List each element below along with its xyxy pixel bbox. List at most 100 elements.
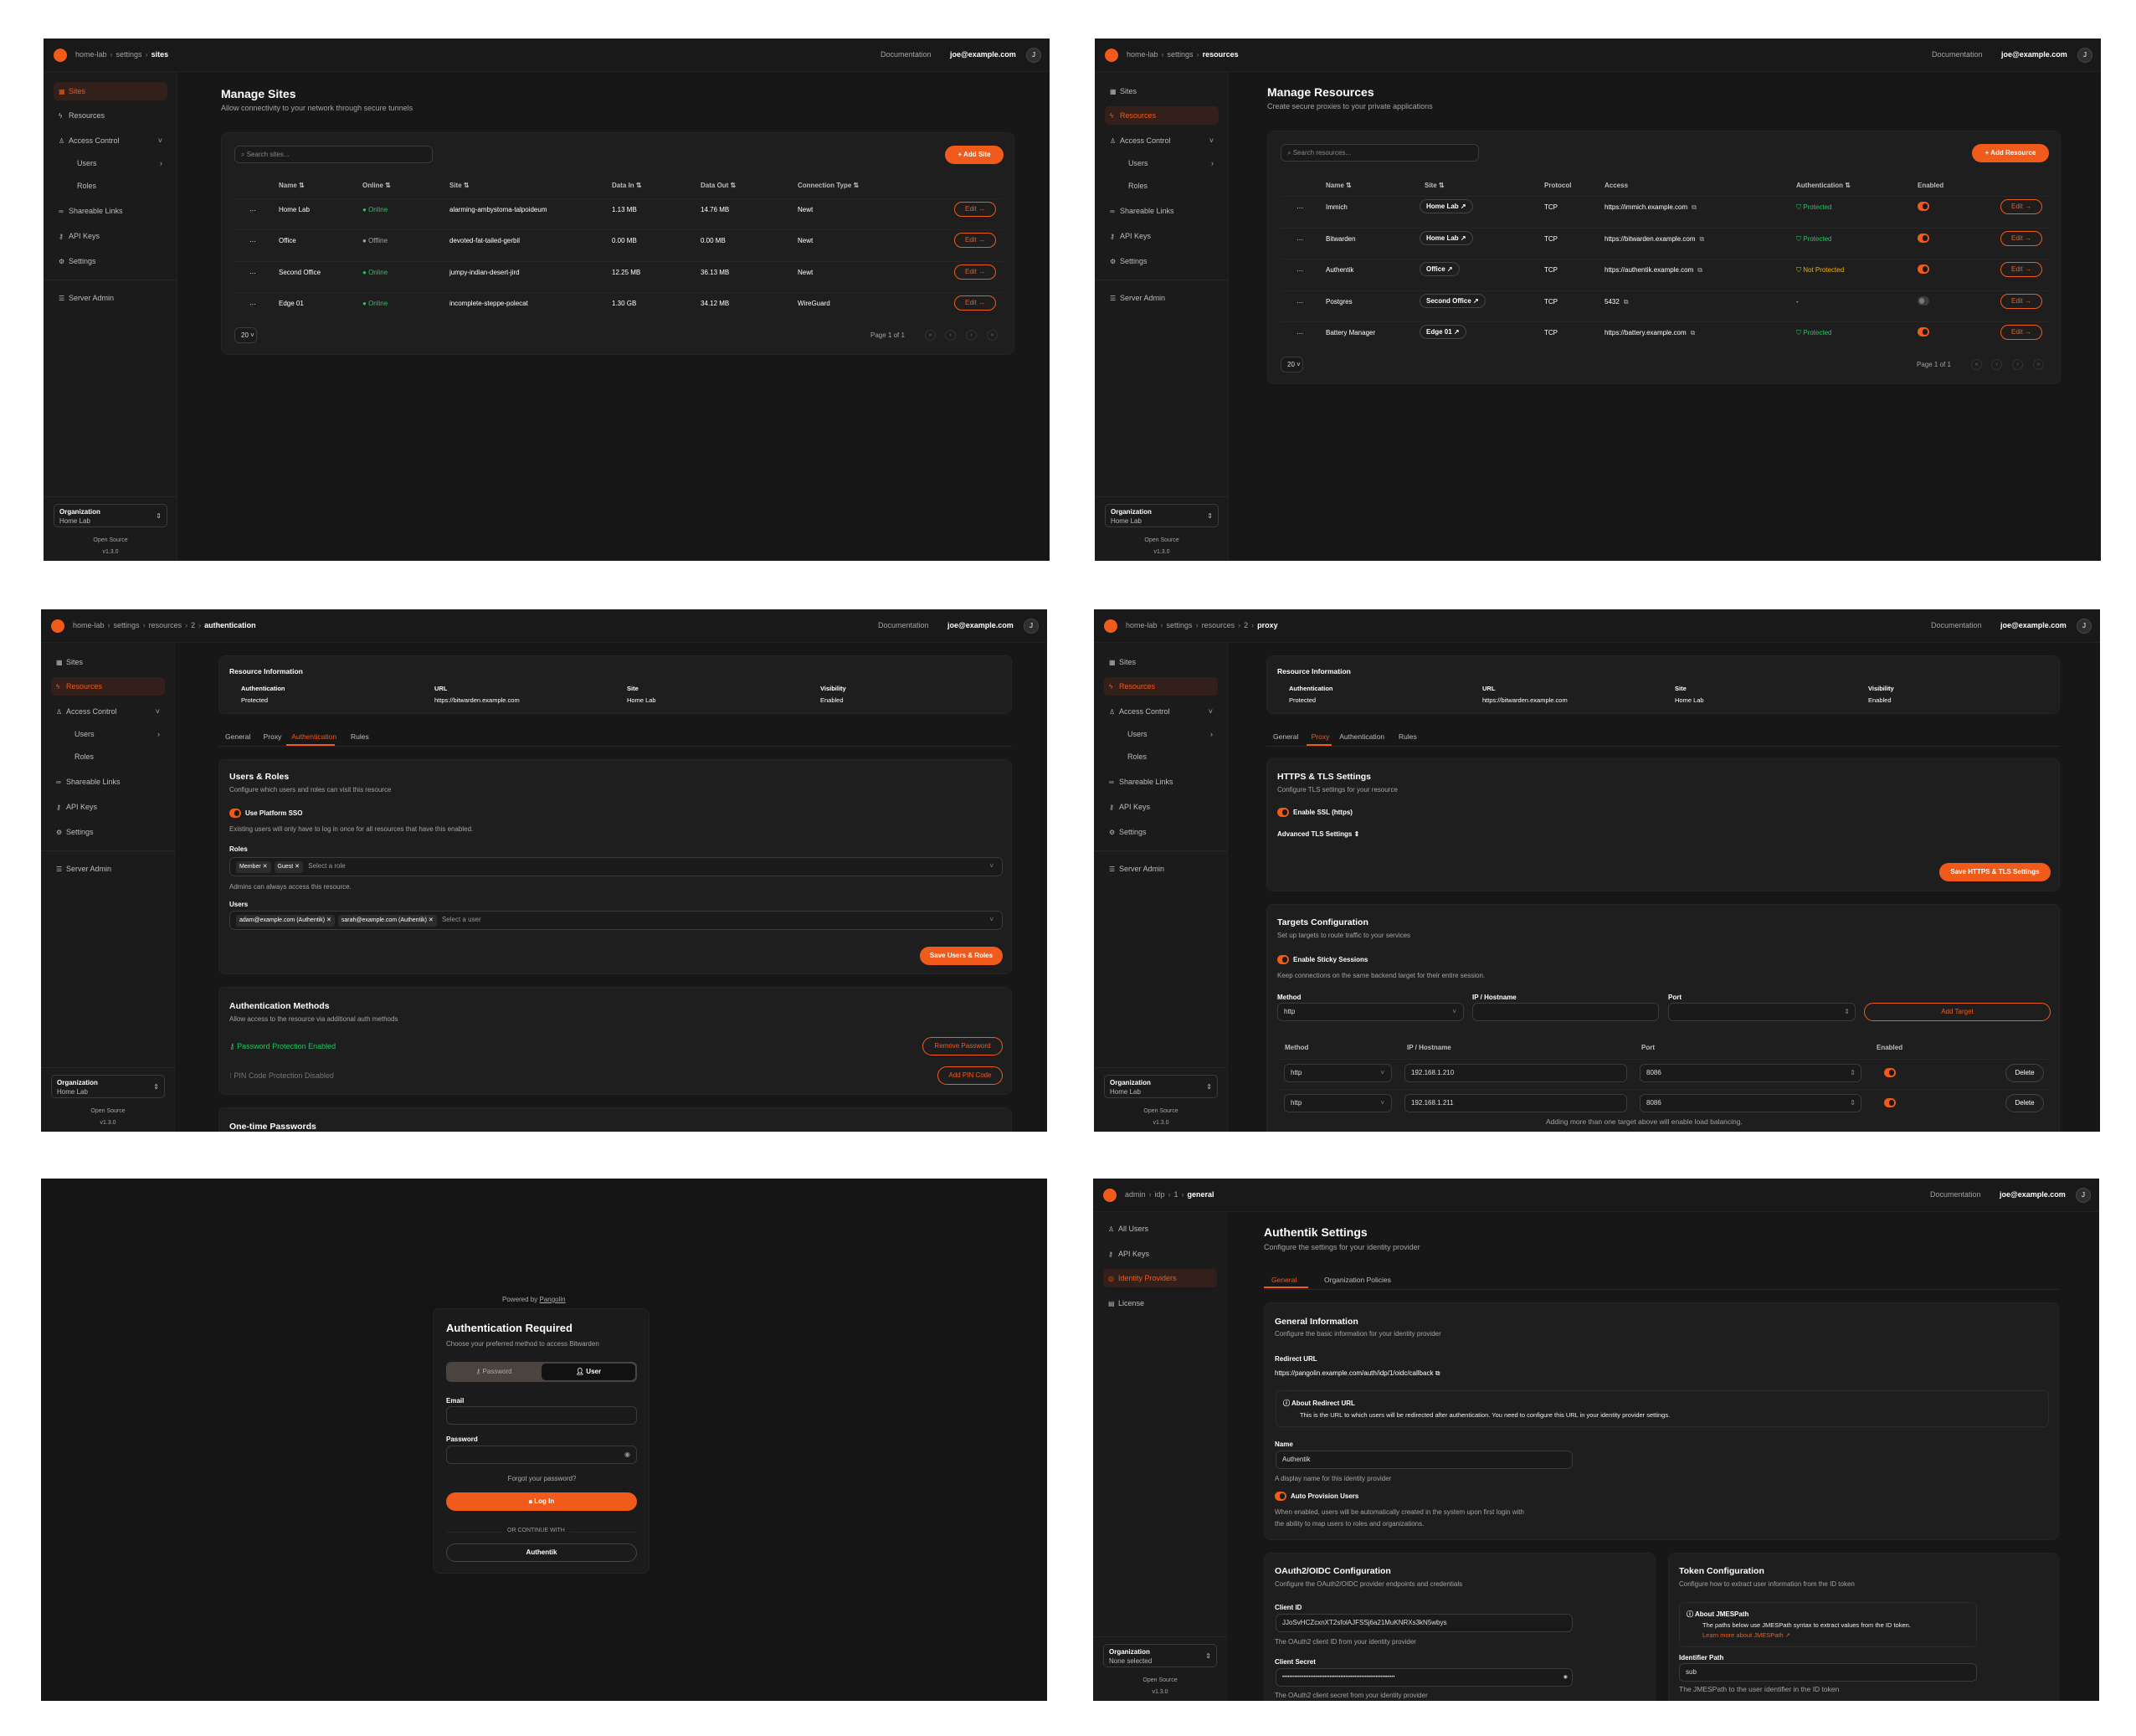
identifier-path-input[interactable]: sub bbox=[1679, 1663, 1977, 1682]
column-header[interactable]: Connection Type ⇅ bbox=[798, 182, 860, 189]
column-header[interactable]: Data Out ⇅ bbox=[701, 182, 737, 189]
tab-general[interactable]: General bbox=[1273, 732, 1299, 741]
breadcrumb-item[interactable]: admin bbox=[1125, 1190, 1146, 1199]
row-actions-menu[interactable]: ··· bbox=[249, 270, 256, 277]
stepper-icon[interactable]: ⇕ bbox=[1850, 1069, 1856, 1076]
eye-icon[interactable]: ◉ bbox=[1563, 1675, 1568, 1680]
column-header[interactable]: Enabled bbox=[1918, 182, 1944, 189]
target-method-select[interactable]: http ˅ bbox=[1284, 1094, 1392, 1112]
row-actions-menu[interactable]: ··· bbox=[1296, 236, 1303, 244]
user-chip[interactable]: adam@example.com (Authentik) ✕ bbox=[236, 915, 335, 927]
client-id-input[interactable]: JJoSvHCZcxnXT2sfolAJFSSj6a21MuKNRXs3kN5w… bbox=[1276, 1614, 1573, 1632]
sidebar-item-access-control[interactable]: ♙ Access Control ˅ bbox=[51, 702, 165, 721]
sidebar-item-access-control[interactable]: ♙ Access Control ˅ bbox=[1104, 702, 1218, 721]
tab-organization-policies[interactable]: Organization Policies bbox=[1324, 1276, 1391, 1284]
sidebar-item-settings[interactable]: ⚙ Settings bbox=[1104, 823, 1218, 841]
avatar[interactable]: J bbox=[1024, 619, 1039, 634]
column-header[interactable]: Site ⇅ bbox=[1425, 182, 1445, 189]
next-page-button[interactable]: › bbox=[2012, 359, 2023, 370]
prev-page-button[interactable]: ‹ bbox=[1991, 359, 2002, 370]
copy-icon[interactable]: ⧉ bbox=[1697, 266, 1702, 274]
tab-proxy[interactable]: Proxy bbox=[263, 732, 282, 741]
edit-button[interactable]: Edit → bbox=[954, 202, 996, 217]
organization-switcher[interactable]: Organization Home Lab ⇕ bbox=[1105, 504, 1219, 527]
sidebar-item-api-keys[interactable]: ⚷ API Keys bbox=[1105, 227, 1219, 245]
user-chip[interactable]: sarah@example.com (Authentik) ✕ bbox=[337, 915, 437, 927]
page-size-select[interactable]: 20 ˅ bbox=[234, 327, 257, 343]
forgot-password-link[interactable]: Forgot your password? bbox=[507, 1475, 577, 1482]
sidebar-item-server-admin[interactable]: ☰ Server Admin bbox=[54, 289, 167, 307]
sidebar-item-roles[interactable]: Roles bbox=[51, 747, 165, 766]
column-header[interactable]: Online ⇅ bbox=[362, 182, 391, 189]
sidebar-item-users[interactable]: Users › bbox=[1105, 154, 1219, 172]
edit-button[interactable]: Edit → bbox=[954, 295, 996, 311]
roles-select[interactable]: Member ✕ Guest ✕ Select a role ˅ bbox=[229, 857, 1003, 876]
tab-authentication[interactable]: Authentication bbox=[291, 732, 337, 741]
remove-password-button[interactable]: Remove Password bbox=[922, 1037, 1003, 1055]
last-page-button[interactable]: » bbox=[2033, 359, 2044, 370]
user-email[interactable]: joe@example.com bbox=[947, 621, 1014, 629]
ip-input[interactable] bbox=[1472, 1003, 1659, 1021]
column-header[interactable]: Name ⇅ bbox=[279, 182, 305, 189]
sidebar-item-resources[interactable]: ϟ Resources bbox=[51, 677, 165, 696]
enable-ssl-toggle[interactable] bbox=[1277, 808, 1289, 817]
documentation-link[interactable]: Documentation bbox=[1932, 50, 1983, 59]
tab-password[interactable]: ⚷ Password bbox=[446, 1362, 542, 1382]
open-source-link[interactable]: Open Source bbox=[90, 1108, 126, 1114]
sidebar-item-settings[interactable]: ⚙ Settings bbox=[1105, 252, 1219, 270]
sidebar-item-resources[interactable]: ϟ Resources bbox=[1105, 106, 1219, 125]
pangolin-logo[interactable] bbox=[51, 619, 64, 633]
row-actions-menu[interactable]: ··· bbox=[249, 238, 256, 245]
first-page-button[interactable]: « bbox=[1971, 359, 1982, 370]
pangolin-logo[interactable] bbox=[1103, 1189, 1117, 1202]
add-target-button[interactable]: Add Target bbox=[1864, 1003, 2051, 1021]
column-header[interactable]: Data In ⇅ bbox=[612, 182, 642, 189]
sidebar-item-resources[interactable]: ϟ Resources bbox=[1104, 677, 1218, 696]
documentation-link[interactable]: Documentation bbox=[1931, 621, 1982, 629]
platform-sso-toggle[interactable] bbox=[229, 809, 241, 818]
target-port-input[interactable]: 8086 ⇕ bbox=[1640, 1094, 1861, 1112]
user-email[interactable]: joe@example.com bbox=[950, 50, 1016, 59]
sidebar-item-api-keys[interactable]: ⚷ API Keys bbox=[54, 227, 167, 245]
column-header[interactable]: Protocol bbox=[1544, 182, 1572, 189]
avatar[interactable]: J bbox=[2077, 619, 2092, 634]
tab-general[interactable]: General bbox=[1271, 1276, 1297, 1284]
breadcrumb-item[interactable]: 1 bbox=[1173, 1190, 1178, 1199]
pangolin-logo[interactable] bbox=[1104, 619, 1117, 633]
column-header[interactable]: Authentication ⇅ bbox=[1796, 182, 1851, 189]
sidebar-item-users[interactable]: Users › bbox=[1104, 725, 1218, 743]
documentation-link[interactable]: Documentation bbox=[878, 621, 929, 629]
sidebar-item-access-control[interactable]: ♙ Access Control ˅ bbox=[54, 131, 167, 150]
pangolin-logo[interactable] bbox=[1105, 49, 1118, 62]
sidebar-item-server-admin[interactable]: ☰ Server Admin bbox=[51, 860, 165, 878]
sidebar-item-users[interactable]: Users › bbox=[51, 725, 165, 743]
row-actions-menu[interactable]: ··· bbox=[1296, 330, 1303, 337]
target-enabled-toggle[interactable] bbox=[1884, 1068, 1896, 1077]
sidebar-item-shareable-links[interactable]: ∞ Shareable Links bbox=[1105, 202, 1219, 220]
breadcrumb-item[interactable]: settings bbox=[1166, 621, 1193, 629]
stepper-icon[interactable]: ⇕ bbox=[1850, 1099, 1856, 1107]
sidebar-item-roles[interactable]: Roles bbox=[1105, 177, 1219, 195]
pangolin-link[interactable]: Pangolin bbox=[539, 1296, 566, 1303]
copy-icon[interactable]: ⧉ bbox=[1623, 298, 1629, 306]
save-users-roles-button[interactable]: Save Users & Roles bbox=[920, 947, 1003, 965]
password-input[interactable]: ◉ bbox=[446, 1446, 637, 1464]
search-input[interactable]: ⌕ Search resources... bbox=[1281, 144, 1479, 162]
sidebar-item-resources[interactable]: ϟ Resources bbox=[54, 106, 167, 125]
tab-general[interactable]: General bbox=[225, 732, 251, 741]
tab-user[interactable]: 👤︎ User bbox=[542, 1364, 635, 1380]
eye-icon[interactable]: ◉ bbox=[624, 1451, 630, 1458]
sidebar-item-roles[interactable]: Roles bbox=[54, 177, 167, 195]
sidebar-item-sites[interactable]: ▦ Sites bbox=[54, 82, 167, 100]
add-site-button[interactable]: + Add Site bbox=[945, 146, 1004, 164]
advanced-tls-toggle[interactable]: Advanced TLS Settings ⇕ bbox=[1277, 830, 1360, 838]
stepper-icon[interactable]: ⇕ bbox=[1844, 1008, 1850, 1015]
enabled-toggle[interactable] bbox=[1918, 234, 1929, 243]
sidebar-item-shareable-links[interactable]: ∞ Shareable Links bbox=[1104, 773, 1218, 791]
edit-button[interactable]: Edit → bbox=[2000, 262, 2042, 277]
search-input[interactable]: ⌕ Search sites... bbox=[234, 146, 433, 163]
avatar[interactable]: J bbox=[2077, 48, 2092, 63]
breadcrumb-item[interactable]: home-lab bbox=[73, 621, 105, 629]
sidebar-item-api-keys[interactable]: ⚷ API Keys bbox=[1103, 1245, 1217, 1263]
authentik-sso-button[interactable]: Authentik bbox=[446, 1543, 637, 1562]
